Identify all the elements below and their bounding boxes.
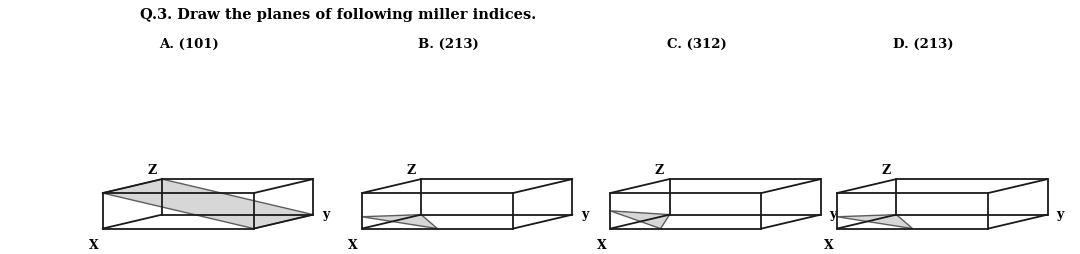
Text: C. (312): C. (312) [666, 38, 727, 51]
Text: X: X [348, 239, 359, 252]
Text: Q.3. Draw the planes of following miller indices.: Q.3. Draw the planes of following miller… [140, 8, 537, 22]
Text: X: X [823, 239, 834, 252]
Polygon shape [837, 215, 913, 229]
Text: X: X [89, 239, 99, 252]
Text: y: y [1056, 208, 1064, 221]
Polygon shape [362, 215, 437, 229]
Text: Z: Z [654, 164, 664, 177]
Text: Z: Z [406, 164, 416, 177]
Text: D. (213): D. (213) [893, 38, 954, 51]
Text: Z: Z [147, 164, 157, 177]
Text: y: y [581, 208, 589, 221]
Polygon shape [103, 179, 313, 229]
Text: B. (213): B. (213) [418, 38, 478, 51]
Text: Z: Z [881, 164, 891, 177]
Text: y: y [829, 208, 837, 221]
Polygon shape [610, 211, 670, 229]
Text: y: y [322, 208, 329, 221]
Text: A. (101): A. (101) [159, 38, 219, 51]
Text: X: X [596, 239, 607, 252]
